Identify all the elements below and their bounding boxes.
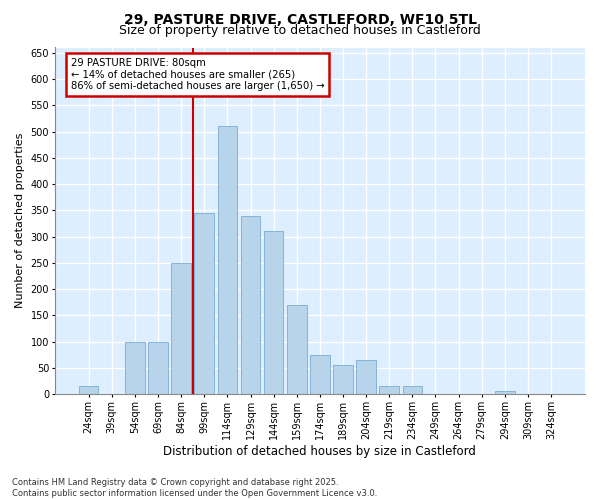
Bar xyxy=(379,386,399,394)
Bar xyxy=(310,354,329,394)
Bar xyxy=(194,213,214,394)
Y-axis label: Number of detached properties: Number of detached properties xyxy=(15,133,25,308)
Bar xyxy=(172,263,191,394)
Bar xyxy=(148,342,168,394)
Bar xyxy=(333,365,353,394)
Bar xyxy=(125,342,145,394)
Bar xyxy=(241,216,260,394)
Text: 29 PASTURE DRIVE: 80sqm
← 14% of detached houses are smaller (265)
86% of semi-d: 29 PASTURE DRIVE: 80sqm ← 14% of detache… xyxy=(71,58,324,91)
Bar xyxy=(264,232,283,394)
Text: Contains HM Land Registry data © Crown copyright and database right 2025.
Contai: Contains HM Land Registry data © Crown c… xyxy=(12,478,377,498)
Bar xyxy=(287,305,307,394)
Bar xyxy=(403,386,422,394)
X-axis label: Distribution of detached houses by size in Castleford: Distribution of detached houses by size … xyxy=(163,444,476,458)
Text: 29, PASTURE DRIVE, CASTLEFORD, WF10 5TL: 29, PASTURE DRIVE, CASTLEFORD, WF10 5TL xyxy=(124,12,476,26)
Bar xyxy=(79,386,98,394)
Bar xyxy=(218,126,237,394)
Text: Size of property relative to detached houses in Castleford: Size of property relative to detached ho… xyxy=(119,24,481,37)
Bar xyxy=(495,392,515,394)
Bar xyxy=(356,360,376,394)
